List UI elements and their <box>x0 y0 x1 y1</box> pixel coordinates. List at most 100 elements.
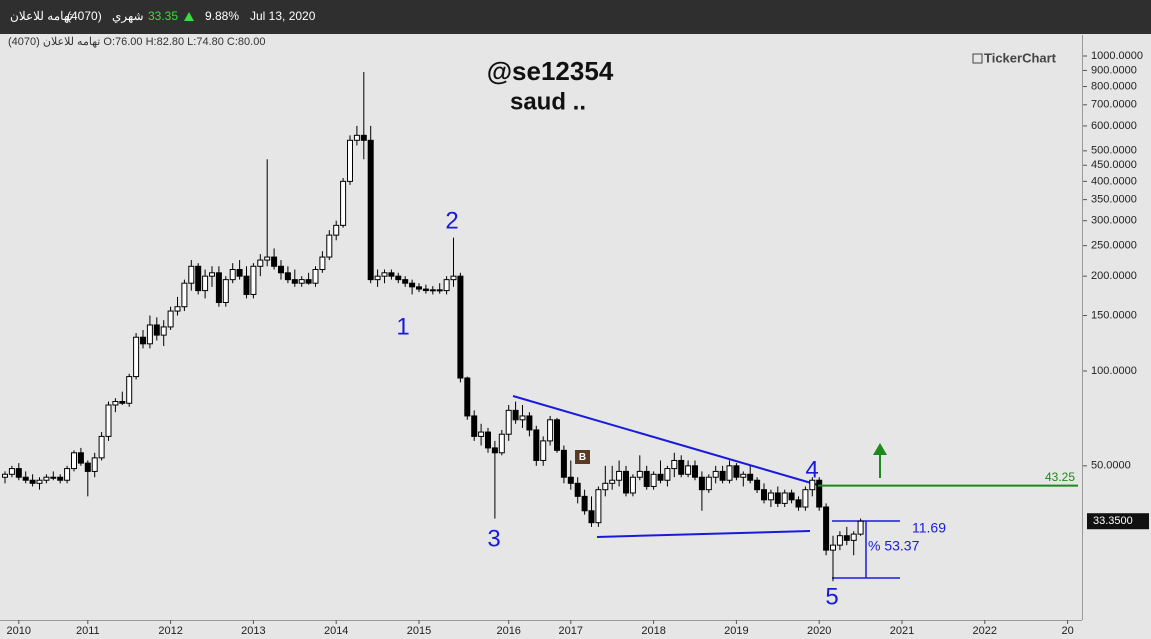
candle-body <box>574 482 581 497</box>
candle-body <box>8 468 15 475</box>
measure-percent: % 53.37 <box>868 538 920 554</box>
candle-body <box>278 265 284 274</box>
x-tick-label: 2019 <box>724 625 748 637</box>
candle-body <box>609 479 616 484</box>
candle-body <box>326 234 333 258</box>
candle-body <box>795 499 802 508</box>
candle-body <box>416 286 422 290</box>
candle-body <box>560 449 567 478</box>
candle-body <box>429 289 436 292</box>
y-tick-label: 1000.0000 <box>1091 50 1143 62</box>
y-tick-label: 300.0000 <box>1091 215 1137 227</box>
drawings: 1 2 3 4 5 B 11.69 % 53.37 <box>396 207 946 610</box>
candle-body <box>554 419 560 451</box>
y-tick-label: 100.0000 <box>1091 365 1137 377</box>
candle-body <box>264 256 271 261</box>
arrow-head <box>873 443 887 455</box>
candle-body <box>471 415 478 437</box>
x-tick-label: 2020 <box>807 625 831 637</box>
candle-body <box>395 275 402 281</box>
candle-body <box>754 479 761 491</box>
candle-body <box>305 279 312 284</box>
level-label: 43.25 <box>1045 470 1075 484</box>
y-tick-label: 800.0000 <box>1091 80 1137 92</box>
candle-body <box>71 452 77 470</box>
candle-body <box>43 476 50 481</box>
candle-body <box>236 269 243 277</box>
candle-body <box>250 265 257 295</box>
candle-body <box>409 282 416 288</box>
candle-body <box>105 404 112 437</box>
price-tag-label: 33.3500 <box>1093 515 1133 527</box>
candle-body <box>215 272 222 303</box>
candle-body <box>209 272 215 277</box>
wave-label: 2 <box>445 207 458 234</box>
candle-body <box>422 288 429 292</box>
candle-body <box>602 482 609 491</box>
candle-body <box>436 289 443 292</box>
candle-body <box>353 134 360 141</box>
x-tick-label: 2014 <box>324 625 348 637</box>
candle-body <box>284 272 291 281</box>
candle-body <box>119 401 126 404</box>
candle-body <box>809 479 816 491</box>
y-tick-label: 150.0000 <box>1091 309 1137 321</box>
candle-body <box>733 465 740 478</box>
candle-body <box>692 465 698 478</box>
candle-body <box>788 492 795 501</box>
candle-body <box>616 470 623 481</box>
up-arrow-icon <box>184 12 194 21</box>
candle-body <box>588 510 595 524</box>
candle-body <box>823 506 830 551</box>
date: Jul 13, 2020 <box>250 9 316 23</box>
candle-body <box>2 473 8 478</box>
candle-body <box>174 306 181 312</box>
candle-body <box>222 279 229 303</box>
candle-body <box>629 476 636 494</box>
marker: B <box>579 452 586 463</box>
candle-body <box>843 535 850 541</box>
wave-label: 4 <box>805 456 818 483</box>
x-tick-label: 2015 <box>407 625 431 637</box>
x-tick-label: 2010 <box>7 625 31 637</box>
candle-body <box>726 465 733 481</box>
candle-body <box>464 377 471 417</box>
candle-body <box>15 468 22 478</box>
candle-body <box>360 134 367 141</box>
y-tick-label: 350.0000 <box>1091 194 1137 206</box>
candle-body <box>761 489 767 501</box>
x-tick-label: 2017 <box>559 625 583 637</box>
wave-label: 3 <box>487 525 500 552</box>
candle-body <box>202 275 209 292</box>
measure-change: 11.69 <box>912 520 946 536</box>
candle-body <box>664 468 671 481</box>
candle-body <box>98 435 105 459</box>
top-bar <box>0 0 1151 34</box>
stock-code: (4070) <box>67 9 102 23</box>
candle-body <box>830 544 836 551</box>
candle-body <box>485 431 491 449</box>
y-tick-label: 400.0000 <box>1091 175 1137 187</box>
candle-body <box>533 429 540 461</box>
trend-line <box>596 530 811 538</box>
y-tick-label: 50.0000 <box>1091 460 1131 472</box>
candle-body <box>698 476 705 491</box>
candle-body <box>850 533 857 541</box>
candle-body <box>512 409 519 421</box>
candle-body <box>319 256 326 271</box>
candle-body <box>505 409 512 435</box>
candle-body <box>719 470 726 481</box>
x-tick-label: 2016 <box>496 625 520 637</box>
candle-body <box>774 492 781 504</box>
y-tick-label: 900.0000 <box>1091 64 1137 76</box>
x-tick-label: 2018 <box>641 625 665 637</box>
y-tick-label: 700.0000 <box>1091 99 1137 111</box>
price-tag <box>1087 513 1149 530</box>
candle-body <box>450 275 457 281</box>
x-tick-label: 20 <box>1061 625 1073 637</box>
candle-body <box>84 462 91 472</box>
candle-body <box>229 269 236 281</box>
candle-body <box>747 473 754 481</box>
candle-body <box>333 224 340 236</box>
candle-body <box>491 447 498 454</box>
